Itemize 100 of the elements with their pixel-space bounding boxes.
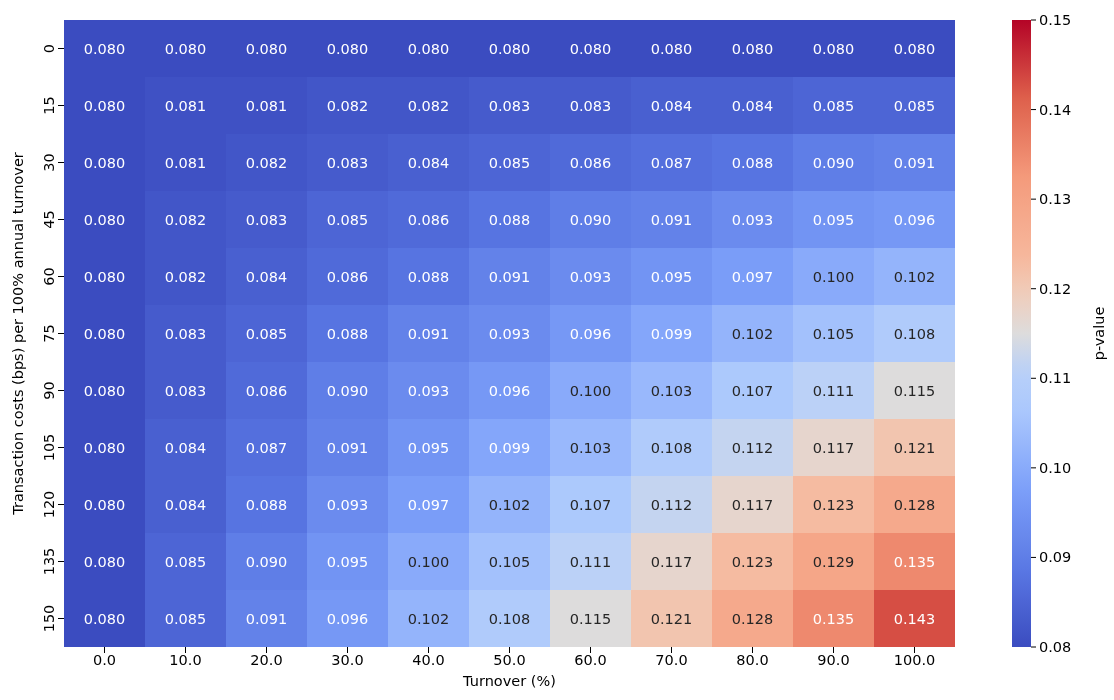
- data-label: 0.080: [731, 40, 774, 57]
- x-tick-label: 70.0: [655, 652, 688, 669]
- color-bar-label: 0.12: [1039, 280, 1072, 297]
- y-axis-title: Transaction costs (bps) per 100% annual turnover: [10, 152, 27, 516]
- data-label: 0.091: [488, 268, 531, 285]
- x-axis-title: Turnover (%): [462, 673, 556, 689]
- data-label: 0.143: [893, 610, 936, 627]
- data-label: 0.083: [569, 97, 612, 114]
- data-label: 0.099: [650, 325, 693, 342]
- x-tick-label: 0.0: [92, 652, 117, 669]
- y-tick-label: 105: [41, 433, 57, 462]
- data-label: 0.080: [83, 439, 126, 456]
- data-label: 0.090: [812, 154, 855, 171]
- data-label: 0.108: [893, 325, 936, 342]
- data-label: 0.100: [812, 268, 855, 285]
- data-label: 0.085: [812, 97, 855, 114]
- data-label: 0.108: [650, 439, 693, 456]
- data-label: 0.090: [326, 382, 369, 399]
- data-label: 0.085: [164, 553, 207, 570]
- y-tick-label: 75: [41, 324, 57, 343]
- data-label: 0.093: [407, 382, 450, 399]
- data-label: 0.080: [893, 40, 936, 57]
- data-label: 0.135: [812, 610, 855, 627]
- color-bar-label: 0.11: [1039, 370, 1072, 387]
- data-label: 0.129: [812, 553, 855, 570]
- y-tick-label: 0: [41, 43, 57, 54]
- color-bar-label: 0.13: [1039, 191, 1072, 208]
- data-label: 0.102: [407, 610, 450, 627]
- data-label: 0.100: [569, 382, 612, 399]
- data-label: 0.090: [245, 553, 288, 570]
- data-label: 0.085: [245, 325, 288, 342]
- data-label: 0.080: [812, 40, 855, 57]
- data-label: 0.093: [488, 325, 531, 342]
- data-label: 0.088: [326, 325, 369, 342]
- y-tick-label: 135: [41, 547, 57, 576]
- data-label: 0.095: [407, 439, 450, 456]
- data-label: 0.093: [731, 211, 774, 228]
- data-label: 0.080: [407, 40, 450, 57]
- data-label: 0.095: [650, 268, 693, 285]
- data-label: 0.096: [569, 325, 612, 342]
- data-label: 0.100: [407, 553, 450, 570]
- data-label: 0.084: [164, 439, 207, 456]
- data-label: 0.082: [245, 154, 288, 171]
- data-label: 0.107: [731, 382, 774, 399]
- data-label: 0.085: [488, 154, 531, 171]
- data-label: 0.082: [407, 97, 450, 114]
- x-tick-label: 30.0: [331, 652, 364, 669]
- data-label: 0.097: [407, 496, 450, 513]
- data-label: 0.080: [83, 496, 126, 513]
- data-label: 0.086: [326, 268, 369, 285]
- color-bar-label: 0.10: [1039, 459, 1072, 476]
- data-label: 0.112: [731, 439, 774, 456]
- color-bar-label: 0.14: [1039, 101, 1072, 118]
- data-label: 0.115: [569, 610, 612, 627]
- data-label: 0.091: [893, 154, 936, 171]
- data-label: 0.080: [83, 382, 126, 399]
- data-label: 0.081: [245, 97, 288, 114]
- data-label: 0.081: [164, 154, 207, 171]
- data-label: 0.121: [893, 439, 936, 456]
- data-label: 0.102: [488, 496, 531, 513]
- data-label: 0.081: [164, 97, 207, 114]
- data-label: 0.112: [650, 496, 693, 513]
- data-label: 0.084: [650, 97, 693, 114]
- data-label: 0.091: [650, 211, 693, 228]
- data-label: 0.096: [488, 382, 531, 399]
- data-label: 0.088: [731, 154, 774, 171]
- data-label: 0.095: [812, 211, 855, 228]
- data-label: 0.097: [731, 268, 774, 285]
- data-label: 0.096: [326, 610, 369, 627]
- y-tick-label: 120: [41, 490, 57, 519]
- data-label: 0.117: [812, 439, 855, 456]
- data-label: 0.083: [326, 154, 369, 171]
- data-label: 0.080: [83, 154, 126, 171]
- data-label: 0.091: [407, 325, 450, 342]
- data-label: 0.080: [245, 40, 288, 57]
- data-label: 0.084: [731, 97, 774, 114]
- data-label: 0.123: [812, 496, 855, 513]
- data-label: 0.093: [569, 268, 612, 285]
- data-label: 0.080: [83, 325, 126, 342]
- data-label: 0.084: [407, 154, 450, 171]
- x-tick-label: 90.0: [817, 652, 850, 669]
- data-label: 0.080: [326, 40, 369, 57]
- data-label: 0.088: [407, 268, 450, 285]
- data-label: 0.085: [326, 211, 369, 228]
- x-tick-label: 40.0: [412, 652, 445, 669]
- data-label: 0.111: [812, 382, 855, 399]
- y-tick-label: 150: [41, 604, 57, 633]
- data-label: 0.115: [893, 382, 936, 399]
- data-label: 0.082: [326, 97, 369, 114]
- y-tick-label: 15: [41, 96, 57, 115]
- data-label: 0.087: [245, 439, 288, 456]
- color-bar-label: 0.08: [1039, 639, 1072, 655]
- y-tick-label: 90: [41, 381, 57, 400]
- data-label: 0.128: [893, 496, 936, 513]
- data-label: 0.090: [569, 211, 612, 228]
- data-label: 0.117: [731, 496, 774, 513]
- data-label: 0.080: [83, 553, 126, 570]
- data-label: 0.123: [731, 553, 774, 570]
- data-label: 0.087: [650, 154, 693, 171]
- data-label: 0.091: [326, 439, 369, 456]
